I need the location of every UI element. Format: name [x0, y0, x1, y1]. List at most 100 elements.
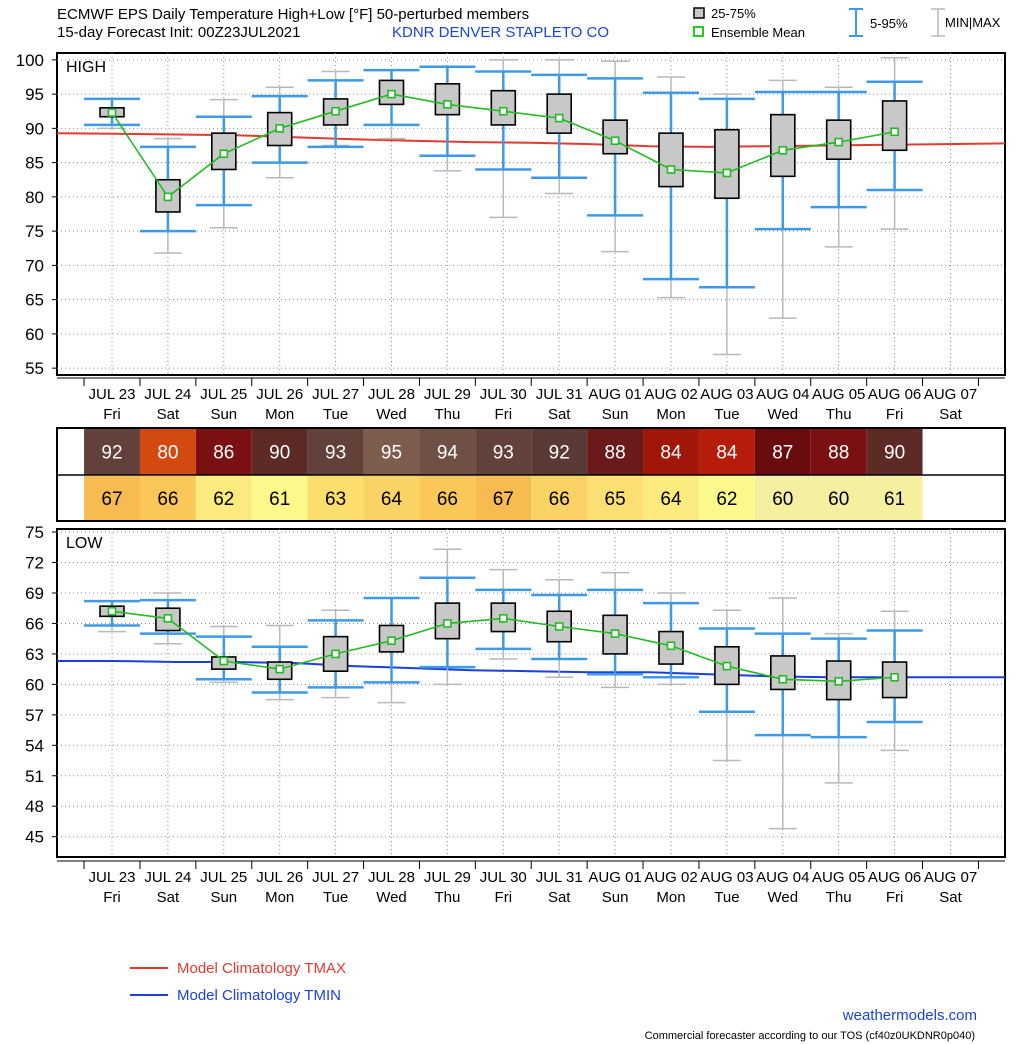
weekday-label: Thu	[434, 406, 460, 423]
low-cell-value: 62	[213, 489, 234, 510]
footer-site[interactable]: weathermodels.com	[842, 1007, 977, 1024]
legend-box-label: 25-75%	[711, 6, 756, 21]
ensemble-mean-marker	[331, 649, 340, 659]
ensemble-mean-marker	[443, 100, 452, 109]
ensemble-mean-marker	[498, 106, 508, 116]
y-tick-label: 60	[25, 325, 44, 344]
low-cell-value: 62	[716, 489, 737, 510]
high-cell-value: 95	[381, 443, 402, 464]
tmax-legend-label: Model Climatology TMAX	[177, 960, 346, 977]
ensemble-mean-marker	[610, 629, 620, 638]
ensemble-mean-marker	[275, 124, 285, 133]
date-label: AUG 04	[756, 386, 809, 403]
weekday-label: Mon	[656, 406, 685, 423]
panel-label: HIGH	[66, 59, 106, 76]
y-tick-label: 60	[25, 675, 44, 694]
high-cell-value: 86	[213, 443, 234, 464]
date-label: AUG 05	[812, 386, 865, 403]
weekday-label: Sat	[548, 406, 571, 423]
date-label: AUG 01	[588, 386, 641, 403]
high-cell-value: 92	[549, 443, 570, 464]
ensemble-mean-marker	[219, 149, 229, 159]
low-cell-value: 67	[101, 489, 122, 510]
ensemble-mean-marker	[443, 619, 452, 628]
ensemble-mean-marker	[219, 656, 229, 666]
day-box-group	[643, 592, 699, 686]
date-label: JUL 25	[200, 869, 247, 886]
weekday-label: Sat	[157, 406, 180, 423]
ensemble-mean-marker	[834, 137, 844, 147]
date-label: JUL 26	[256, 386, 303, 403]
y-tick-label: 70	[25, 256, 44, 275]
weekday-label: Thu	[826, 889, 852, 906]
low-cell	[698, 476, 755, 520]
legend-box-swatch	[693, 7, 705, 19]
weekday-label: Wed	[768, 889, 799, 906]
high-cell-value: 87	[772, 443, 793, 464]
weekday-label: Wed	[768, 406, 799, 423]
high-cell-value: 90	[884, 443, 905, 464]
date-label: AUG 03	[700, 386, 753, 403]
weekday-label: Thu	[434, 889, 460, 906]
y-tick-label: 100	[16, 51, 44, 70]
legend-whisker-swatch	[849, 8, 863, 37]
high-cell-value: 94	[437, 443, 459, 464]
high-cell-value: 90	[269, 443, 290, 464]
ensemble-mean-marker	[722, 168, 732, 178]
low-cell-value: 66	[549, 489, 570, 510]
low-cell-value: 64	[660, 489, 682, 510]
date-label: JUL 26	[256, 869, 303, 886]
ensemble-mean-marker	[498, 614, 508, 623]
ensemble-mean-marker	[275, 664, 285, 674]
high-cell	[531, 429, 588, 475]
ensemble-mean-marker	[107, 606, 117, 616]
weekday-label: Thu	[826, 406, 852, 423]
low-cell	[363, 476, 420, 520]
high-cell	[698, 429, 755, 475]
weekday-label: Sun	[210, 889, 237, 906]
weekday-label: Mon	[656, 889, 685, 906]
day-box-group	[195, 98, 252, 229]
weekday-label: Mon	[265, 406, 294, 423]
iqr-box	[769, 655, 796, 691]
weekday-label: Sat	[157, 889, 180, 906]
low-cell	[754, 476, 811, 520]
legend-mean-swatch	[693, 26, 704, 37]
date-label: JUL 30	[480, 386, 527, 403]
legend-mean-label: Ensemble Mean	[711, 25, 805, 40]
weekday-label: Sat	[548, 889, 571, 906]
low-cell	[419, 476, 476, 520]
iqr-box	[881, 100, 908, 152]
y-tick-label: 63	[25, 645, 44, 664]
weekday-label: Fri	[495, 889, 513, 906]
ensemble-mean-marker	[834, 677, 844, 686]
high-cell-value: 88	[605, 443, 626, 464]
high-cell-value: 92	[101, 443, 122, 464]
high-cell-value: 93	[493, 443, 514, 464]
tmin-legend-label: Model Climatology TMIN	[177, 987, 341, 1004]
ensemble-mean-marker	[163, 192, 173, 202]
day-box-group	[419, 65, 476, 172]
panel-label: LOW	[66, 535, 103, 552]
date-label: JUL 29	[424, 386, 471, 403]
date-label: AUG 04	[756, 869, 809, 886]
weekday-label: Sat	[939, 889, 962, 906]
low-cell-value: 65	[605, 489, 626, 510]
footer-note: Commercial forecaster according to our T…	[645, 1030, 975, 1042]
chart-title-line2: 15-day Forecast Init: 00Z23JUL2021	[57, 24, 300, 41]
low-cell-value: 63	[325, 489, 346, 510]
y-tick-label: 51	[25, 767, 44, 786]
daily-value-table: 92 80 86 90 93 95 94 93 92 88 84 84 87 88 90 67 66 62 61 63…	[56, 427, 1006, 522]
low-cell	[307, 476, 364, 520]
ensemble-mean-marker	[666, 165, 676, 174]
iqr-box	[322, 635, 349, 672]
low-cell	[810, 476, 867, 520]
low-date-axis: JUL 23 Fri JUL 24 Sat JUL 25 Sun JUL 26 Mon JUL …	[57, 860, 1005, 906]
high-cell	[363, 429, 420, 475]
weekday-label: Tue	[323, 406, 348, 423]
weekday-label: Fri	[103, 406, 121, 423]
date-label: AUG 02	[644, 386, 697, 403]
y-tick-label: 55	[25, 359, 44, 378]
y-tick-label: 72	[25, 554, 44, 573]
